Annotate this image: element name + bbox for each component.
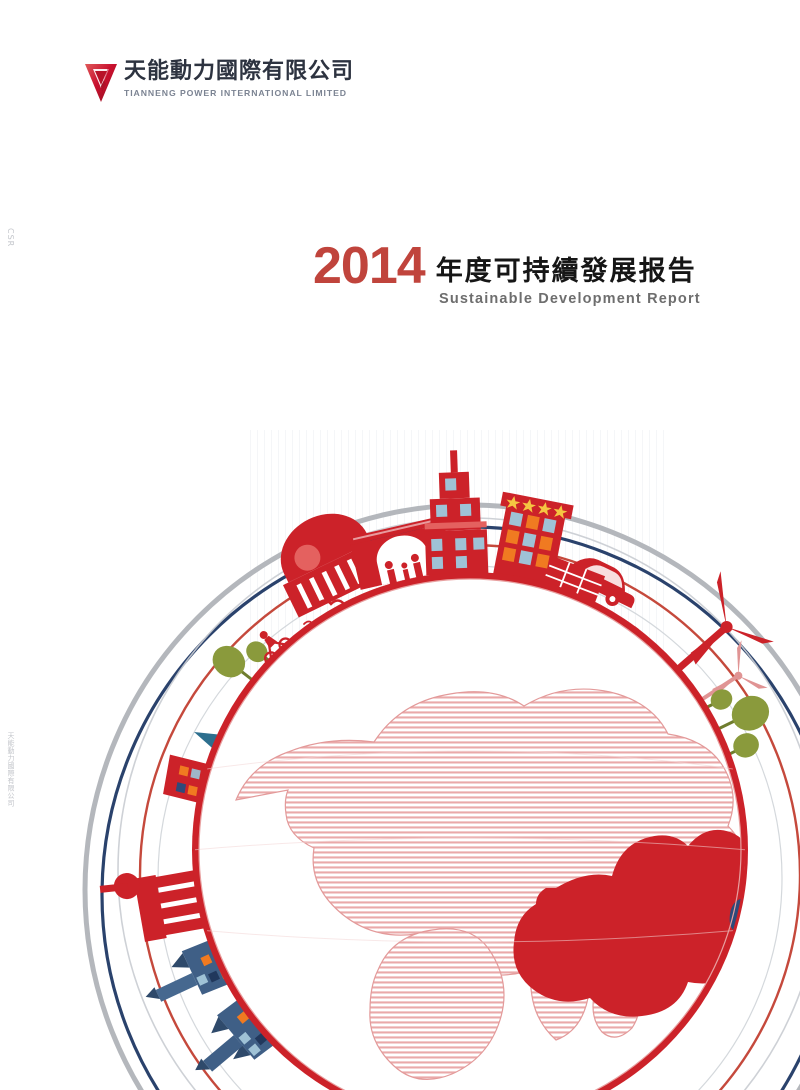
logo-text: 天能動力國際有限公司 TIANNENG POWER INTERNATIONAL …: [124, 60, 354, 99]
family-figures: [384, 553, 424, 585]
china-highlight: [513, 829, 745, 1017]
red-skyscraper: [424, 450, 489, 576]
star-rating: [506, 495, 568, 519]
globe-latitudes: [195, 750, 745, 943]
wind-turbine-large: [665, 571, 774, 681]
star-hotel-tower: [492, 491, 574, 587]
globe-inner-rim: [198, 578, 742, 1090]
globe-landmasses: [195, 688, 745, 1080]
africa-landmass: [369, 928, 505, 1080]
company-logo: 天能動力國際有限公司 TIANNENG POWER INTERNATIONAL …: [84, 60, 354, 104]
sustainable-city-globe-illustration: [0, 330, 800, 1090]
company-name-cn: 天能動力國際有限公司: [124, 59, 355, 84]
report-title-en: Sustainable Development Report: [439, 291, 701, 307]
report-year: 2014: [313, 237, 426, 295]
spine-label-top: CSR: [6, 228, 15, 248]
company-name-en: TIANNENG POWER INTERNATIONAL LIMITED: [124, 88, 347, 98]
title-block: 2014 年度可持續發展报告 Sustainable Development R…: [313, 237, 701, 308]
tianneng-v-mark-icon: [84, 60, 118, 104]
trees: [694, 689, 770, 763]
spine-label-bottom: 天能動力國際有限公司: [7, 732, 15, 807]
report-title-cn: 年度可持續發展报告: [435, 256, 697, 287]
title-main-row: 2014 年度可持續發展报告: [313, 237, 701, 295]
